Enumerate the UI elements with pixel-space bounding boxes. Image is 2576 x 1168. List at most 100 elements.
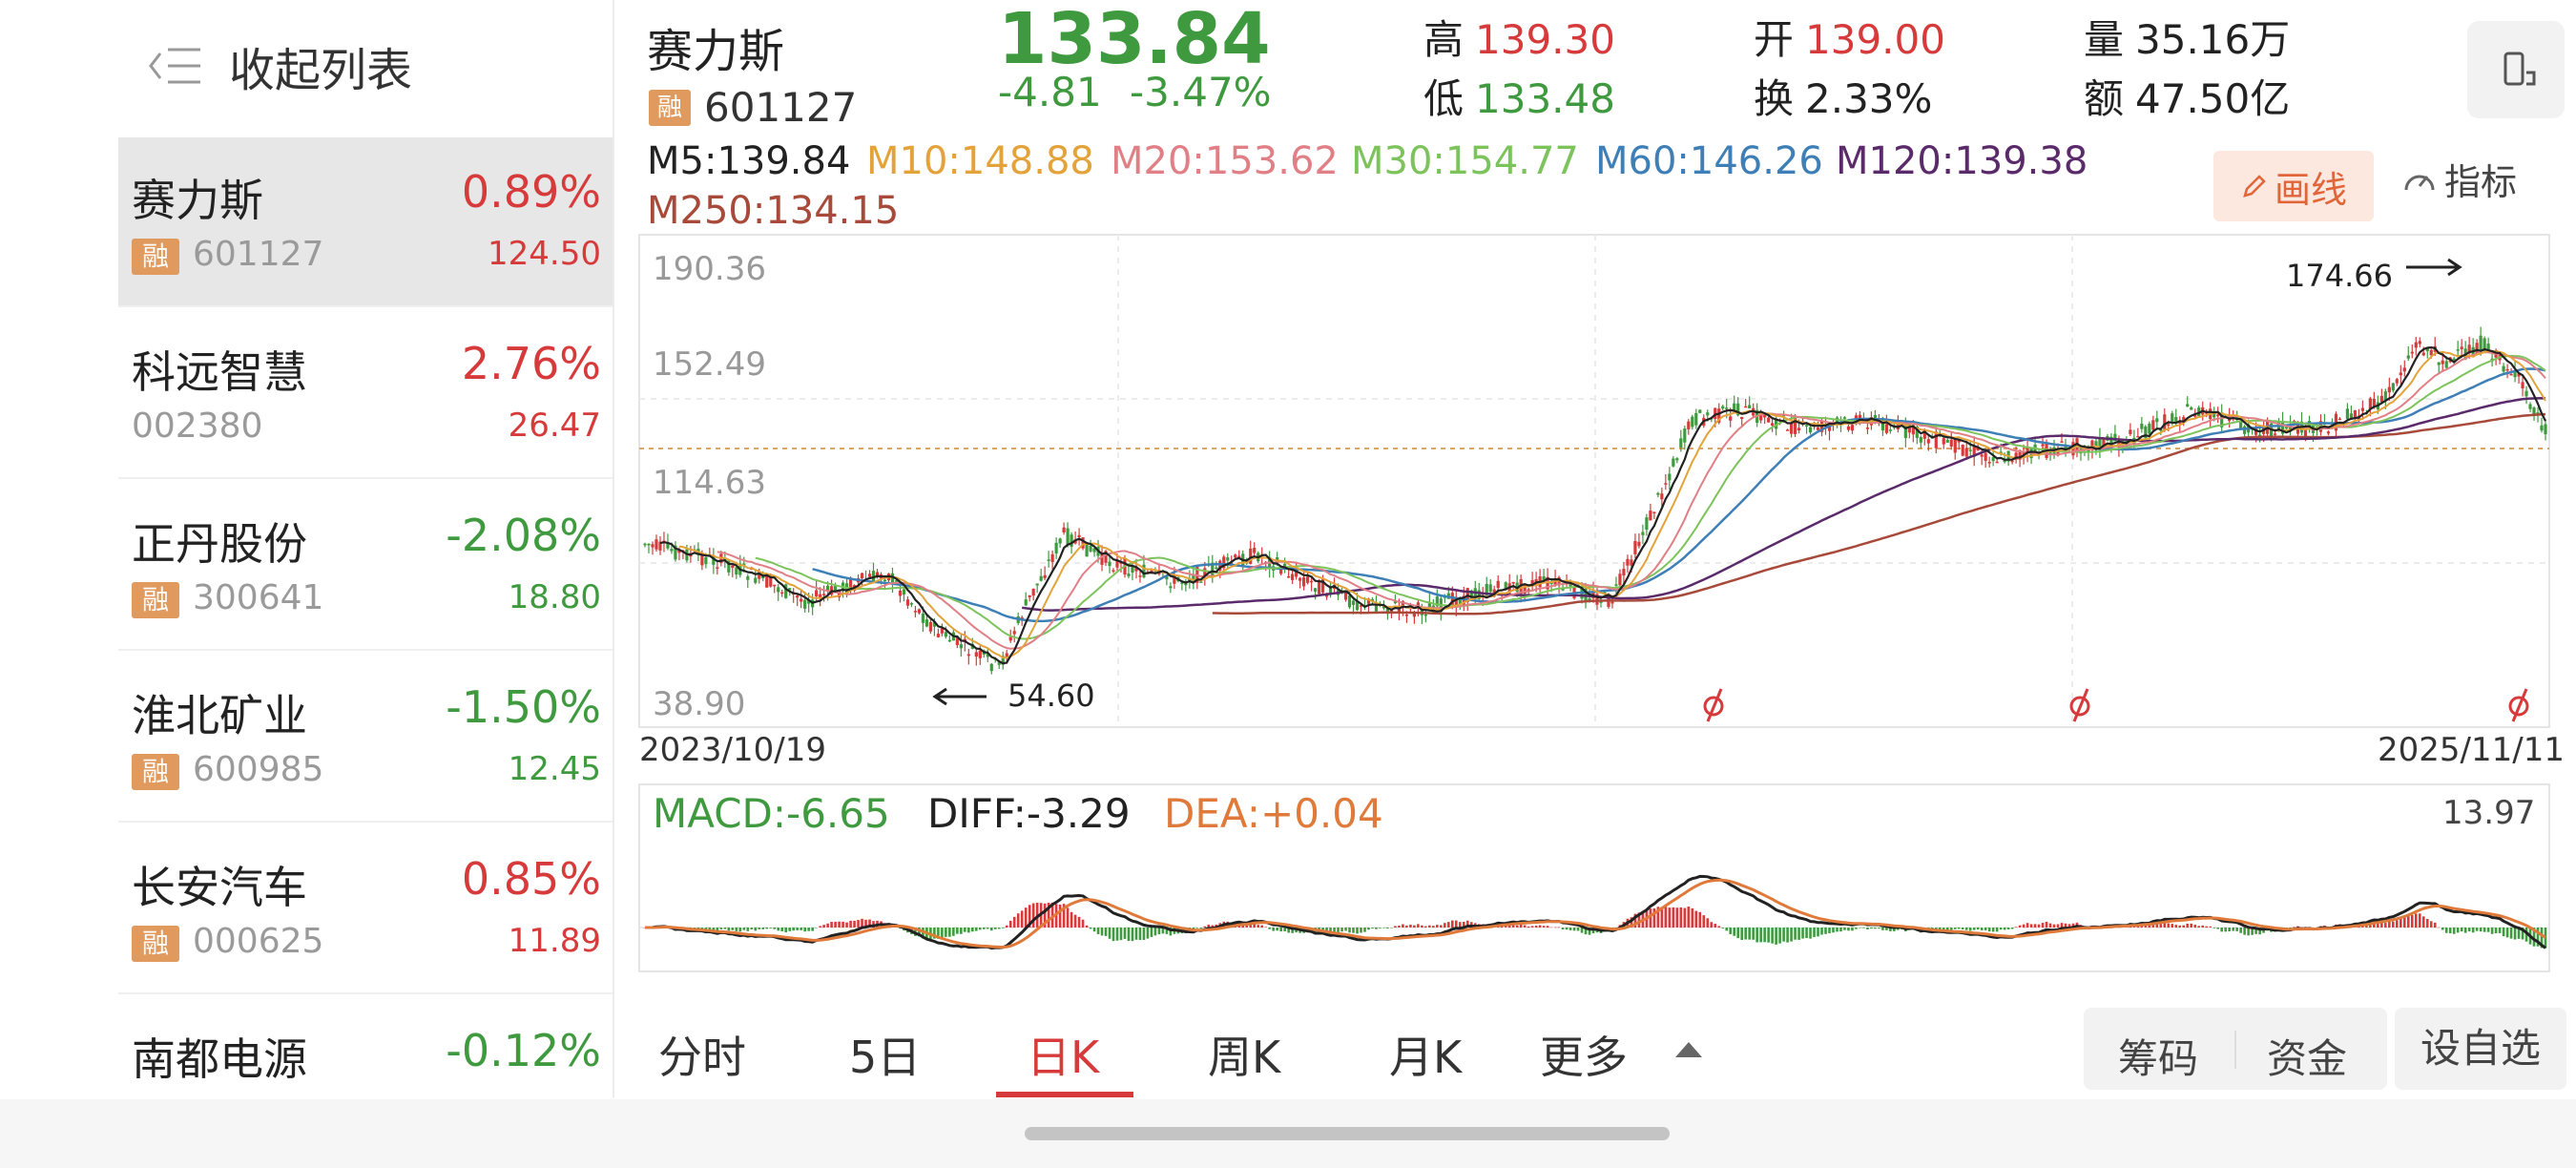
candle-body [1630,559,1633,566]
tab-more[interactable]: 更多 [1540,1032,1628,1083]
candle-body [1957,439,1961,443]
candle-body [1660,493,1664,500]
home-indicator[interactable] [1025,1127,1670,1140]
stock-list-item[interactable]: 长安汽车 0.85% 融 000625 11.89 [118,824,613,994]
candle-body [1926,439,1930,444]
tab-monthly-k[interactable]: 月K [1389,1032,1463,1083]
candle-body [819,594,822,599]
macd-bar [1885,928,1888,930]
stock-list-item[interactable]: 淮北矿业 -1.50% 融 600985 12.45 [118,653,613,823]
pencil-icon [2243,175,2266,198]
candle-body [1546,576,1549,590]
candle-body [1115,560,1119,568]
candle-body [1192,574,1195,583]
candle-body [2171,413,2174,422]
event-marker-icon[interactable] [1703,688,1724,722]
candle-body [1320,579,1325,593]
macd-bar [1398,926,1401,928]
macd-bar [1801,928,1804,939]
macd-bar [1797,928,1800,940]
open-stat: 开 139.00 [1754,8,1945,66]
candle-body [1077,534,1081,537]
candle-body [1721,406,1725,409]
event-marker-icon[interactable] [2508,688,2529,722]
macd-bar [2232,928,2234,931]
macd-bar [941,928,944,938]
candle-body [1199,581,1203,583]
macd-bar [1953,928,1957,929]
candle-body [1211,562,1215,575]
macd-bar [731,928,735,930]
chips-button[interactable]: 筹码 [2118,1035,2199,1082]
candle-body [2140,424,2144,429]
macd-bar [719,928,723,929]
candle-body [826,585,830,592]
candle-body [1108,561,1111,567]
macd-bar [1012,916,1016,928]
macd-bar [1706,918,1710,928]
macd-bar [1851,928,1854,931]
macd-bar [2144,925,2148,928]
macd-bar [948,928,951,937]
indicator-button[interactable]: 指标 [2400,153,2517,205]
margin-badge: 融 [132,239,179,275]
funds-button[interactable]: 资金 [2267,1035,2348,1082]
candle-body [1789,422,1794,434]
diff-value: DIFF:-3.29 [927,790,1131,837]
candle-body [2098,437,2102,450]
candle-body [2303,426,2308,438]
macd-bar [1279,928,1282,932]
tab-daily-k[interactable]: 日K [1027,1032,1100,1083]
candle-body [1816,427,1820,430]
last-price: 133.84 [998,0,1271,80]
margin-badge: 融 [649,90,691,126]
candle-body [2159,428,2163,431]
tab-intraday[interactable]: 分时 [658,1032,746,1083]
stock-list-item[interactable]: 南都电源 -0.12% [118,996,613,1097]
candle-body [2479,335,2483,351]
kline-chart[interactable] [0,0,2576,1002]
macd-bar [2041,923,2045,928]
low-value: 133.48 [1475,75,1615,122]
macd-bar [735,928,738,931]
stock-price: 26.47 [508,407,601,445]
macd-bar [1568,928,1572,930]
candle-body [1714,407,1717,420]
event-marker-icon[interactable] [2069,688,2090,722]
volume-value: 35.16万 [2135,16,2291,63]
candle-body [1691,416,1694,428]
candle-body [700,554,704,566]
candle-body [1622,569,1626,576]
macd-bar [2182,925,2186,928]
candle-body [1668,473,1672,481]
candle-body [1964,448,1968,457]
macd-bar [1352,928,1355,933]
macd-bar [1675,907,1679,928]
candle-body [924,619,929,627]
macd-bar [1580,928,1584,933]
stock-list-item[interactable]: 正丹股份 -2.08% 融 300641 18.80 [118,481,613,651]
candle-body [2178,422,2182,424]
macd-bar [937,928,940,939]
tab-weekly-k[interactable]: 周K [1208,1032,1281,1083]
candle-body [1972,445,1976,457]
draw-line-button[interactable]: 画线 [2213,151,2374,221]
macd-bar [1115,928,1119,941]
macd-bar [1771,928,1774,944]
candle-body [1610,601,1614,604]
stock-list-item[interactable]: 科远智慧 2.76% 002380 26.47 [118,309,613,479]
rotate-screen-button[interactable] [2467,21,2565,118]
macd-bar [1047,903,1050,928]
tab-5day[interactable]: 5日 [849,1032,922,1083]
m60-line [812,367,2546,623]
macd-bar [811,928,814,931]
stock-list-item[interactable]: 赛力斯 0.89% 融 601127 124.50 [118,137,613,307]
collapse-list-button[interactable]: 收起列表 [147,32,412,99]
candle-body [773,584,777,587]
candle-body [917,609,922,614]
candle-body [2528,404,2532,409]
add-watchlist-button[interactable]: 设自选 [2395,1008,2566,1090]
candle-body [1694,412,1698,426]
candle-body [2216,414,2220,417]
candle-body [2102,438,2106,448]
